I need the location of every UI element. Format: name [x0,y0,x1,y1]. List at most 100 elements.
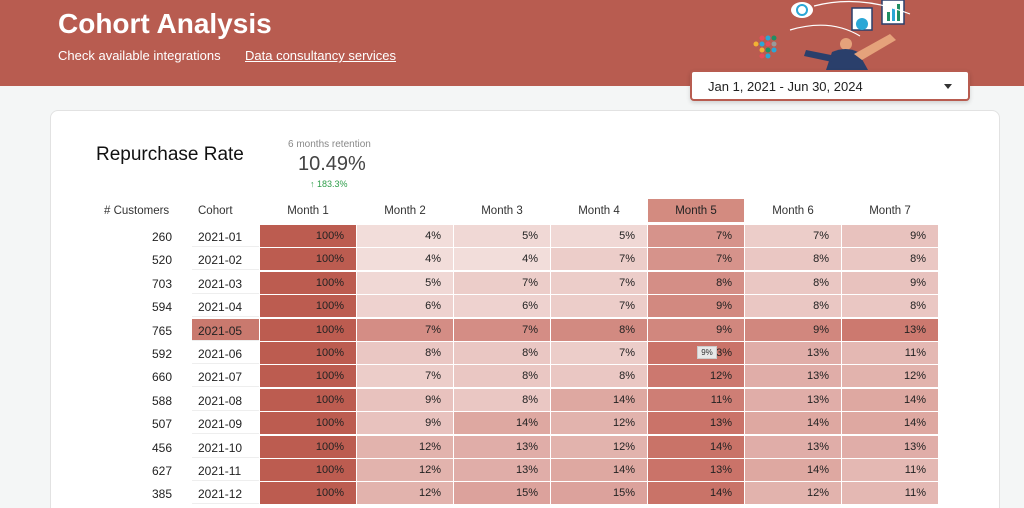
retention-cell[interactable]: 100% [260,248,356,271]
retention-cell[interactable]: 4% [454,248,550,271]
retention-cell[interactable]: 8% [454,388,550,411]
retention-cell[interactable]: 7% [648,248,744,271]
retention-cell[interactable]: 100% [260,459,356,481]
retention-cell[interactable]: 12% [551,412,647,435]
cohort-label[interactable]: 2021-08 [192,389,259,411]
month-header-3[interactable]: Month 3 [481,205,523,217]
retention-cell[interactable]: 13% [842,318,938,341]
retention-cell[interactable]: 8% [551,365,647,388]
cohort-label[interactable]: 2021-06 [192,342,259,364]
retention-cell[interactable]: 100% [260,295,356,318]
retention-cell[interactable]: 9% [648,295,744,318]
month-header-2[interactable]: Month 2 [384,205,426,217]
retention-cell[interactable]: 14% [648,435,744,458]
retention-cell[interactable]: 4% [357,248,453,271]
retention-cell[interactable]: 7% [648,225,744,247]
retention-cell[interactable]: 14% [745,459,841,481]
retention-cell[interactable]: 12% [551,435,647,458]
retention-cell[interactable]: 5% [357,271,453,294]
retention-cell[interactable]: 14% [648,482,744,505]
retention-cell[interactable]: 9% [842,225,938,247]
retention-cell[interactable]: 12% [357,482,453,505]
cohort-label[interactable]: 2021-11 [192,459,259,481]
cohort-label[interactable]: 2021-10 [192,436,259,458]
retention-cell[interactable]: 13% [648,459,744,481]
retention-cell[interactable]: 14% [454,412,550,435]
retention-cell[interactable]: 7% [454,271,550,294]
month-header-4[interactable]: Month 4 [578,205,620,217]
retention-cell[interactable]: 100% [260,318,356,341]
retention-cell[interactable]: 7% [551,248,647,271]
retention-cell[interactable]: 13% [745,388,841,411]
retention-cell[interactable]: 8% [454,342,550,364]
retention-cell[interactable]: 14% [551,388,647,411]
cohort-label[interactable]: 2021-07 [192,365,259,388]
retention-cell[interactable]: 11% [648,388,744,411]
retention-cell[interactable]: 4% [357,225,453,247]
month-header-6[interactable]: Month 6 [772,205,814,217]
integrations-link[interactable]: Check available integrations [58,48,221,63]
cohort-label[interactable]: 2021-09 [192,412,259,435]
retention-cell[interactable]: 13% [745,435,841,458]
month-header-7[interactable]: Month 7 [869,205,911,217]
retention-cell[interactable]: 12% [357,459,453,481]
cohort-label[interactable]: 2021-05 [192,318,259,341]
retention-cell[interactable]: 9% [745,318,841,341]
retention-cell[interactable]: 12% [648,365,744,388]
retention-cell[interactable]: 100% [260,365,356,388]
retention-cell[interactable]: 13% [745,365,841,388]
retention-cell[interactable]: 13% [745,342,841,364]
retention-cell[interactable]: 8% [842,248,938,271]
retention-cell[interactable]: 100% [260,388,356,411]
month-header-5[interactable]: Month 5 [648,199,744,222]
month-header-1[interactable]: Month 1 [287,205,329,217]
chevron-down-icon[interactable] [944,84,952,89]
retention-cell[interactable]: 8% [745,248,841,271]
retention-cell[interactable]: 8% [551,318,647,341]
retention-cell[interactable]: 6% [357,295,453,318]
retention-cell[interactable]: 100% [260,271,356,294]
retention-cell[interactable]: 14% [745,412,841,435]
retention-cell[interactable]: 14% [842,412,938,435]
retention-cell[interactable]: 11% [842,482,938,505]
retention-cell[interactable]: 7% [551,342,647,364]
retention-cell[interactable]: 14% [842,388,938,411]
retention-cell[interactable]: 7% [745,225,841,247]
retention-cell[interactable]: 7% [357,318,453,341]
retention-cell[interactable]: 100% [260,342,356,364]
cohort-label[interactable]: 2021-03 [192,272,259,294]
retention-cell[interactable]: 9% [357,388,453,411]
cohort-label[interactable]: 2021-02 [192,248,259,271]
cohort-label[interactable]: 2021-01 [192,225,259,247]
retention-cell[interactable]: 100% [260,482,356,505]
retention-cell[interactable]: 8% [842,295,938,318]
retention-cell[interactable]: 11% [842,459,938,481]
retention-cell[interactable]: 100% [260,225,356,247]
retention-cell[interactable]: 9% [357,412,453,435]
retention-cell[interactable]: 14% [551,459,647,481]
retention-cell[interactable]: 12% [745,482,841,505]
retention-cell[interactable]: 11% [842,342,938,364]
retention-cell[interactable]: 12% [357,435,453,458]
retention-cell[interactable]: 7% [454,318,550,341]
retention-cell[interactable]: 8% [745,295,841,318]
retention-cell[interactable]: 15% [551,482,647,505]
retention-cell[interactable]: 13% [454,435,550,458]
retention-cell[interactable]: 13% [454,459,550,481]
retention-cell[interactable]: 5% [454,225,550,247]
retention-cell[interactable]: 9% [648,318,744,341]
consultancy-link[interactable]: Data consultancy services [245,48,397,63]
retention-cell[interactable]: 13% [648,412,744,435]
retention-cell[interactable]: 7% [551,295,647,318]
retention-cell[interactable]: 8% [745,271,841,294]
retention-cell[interactable]: 12% [842,365,938,388]
retention-cell[interactable]: 8% [357,342,453,364]
retention-cell[interactable]: 13% [648,342,744,364]
cohort-label[interactable]: 2021-12 [192,482,259,505]
retention-cell[interactable]: 8% [454,365,550,388]
retention-cell[interactable]: 9% [842,271,938,294]
retention-cell[interactable]: 13% [842,435,938,458]
retention-cell[interactable]: 5% [551,225,647,247]
retention-cell[interactable]: 8% [648,271,744,294]
cohort-label[interactable]: 2021-04 [192,295,259,318]
